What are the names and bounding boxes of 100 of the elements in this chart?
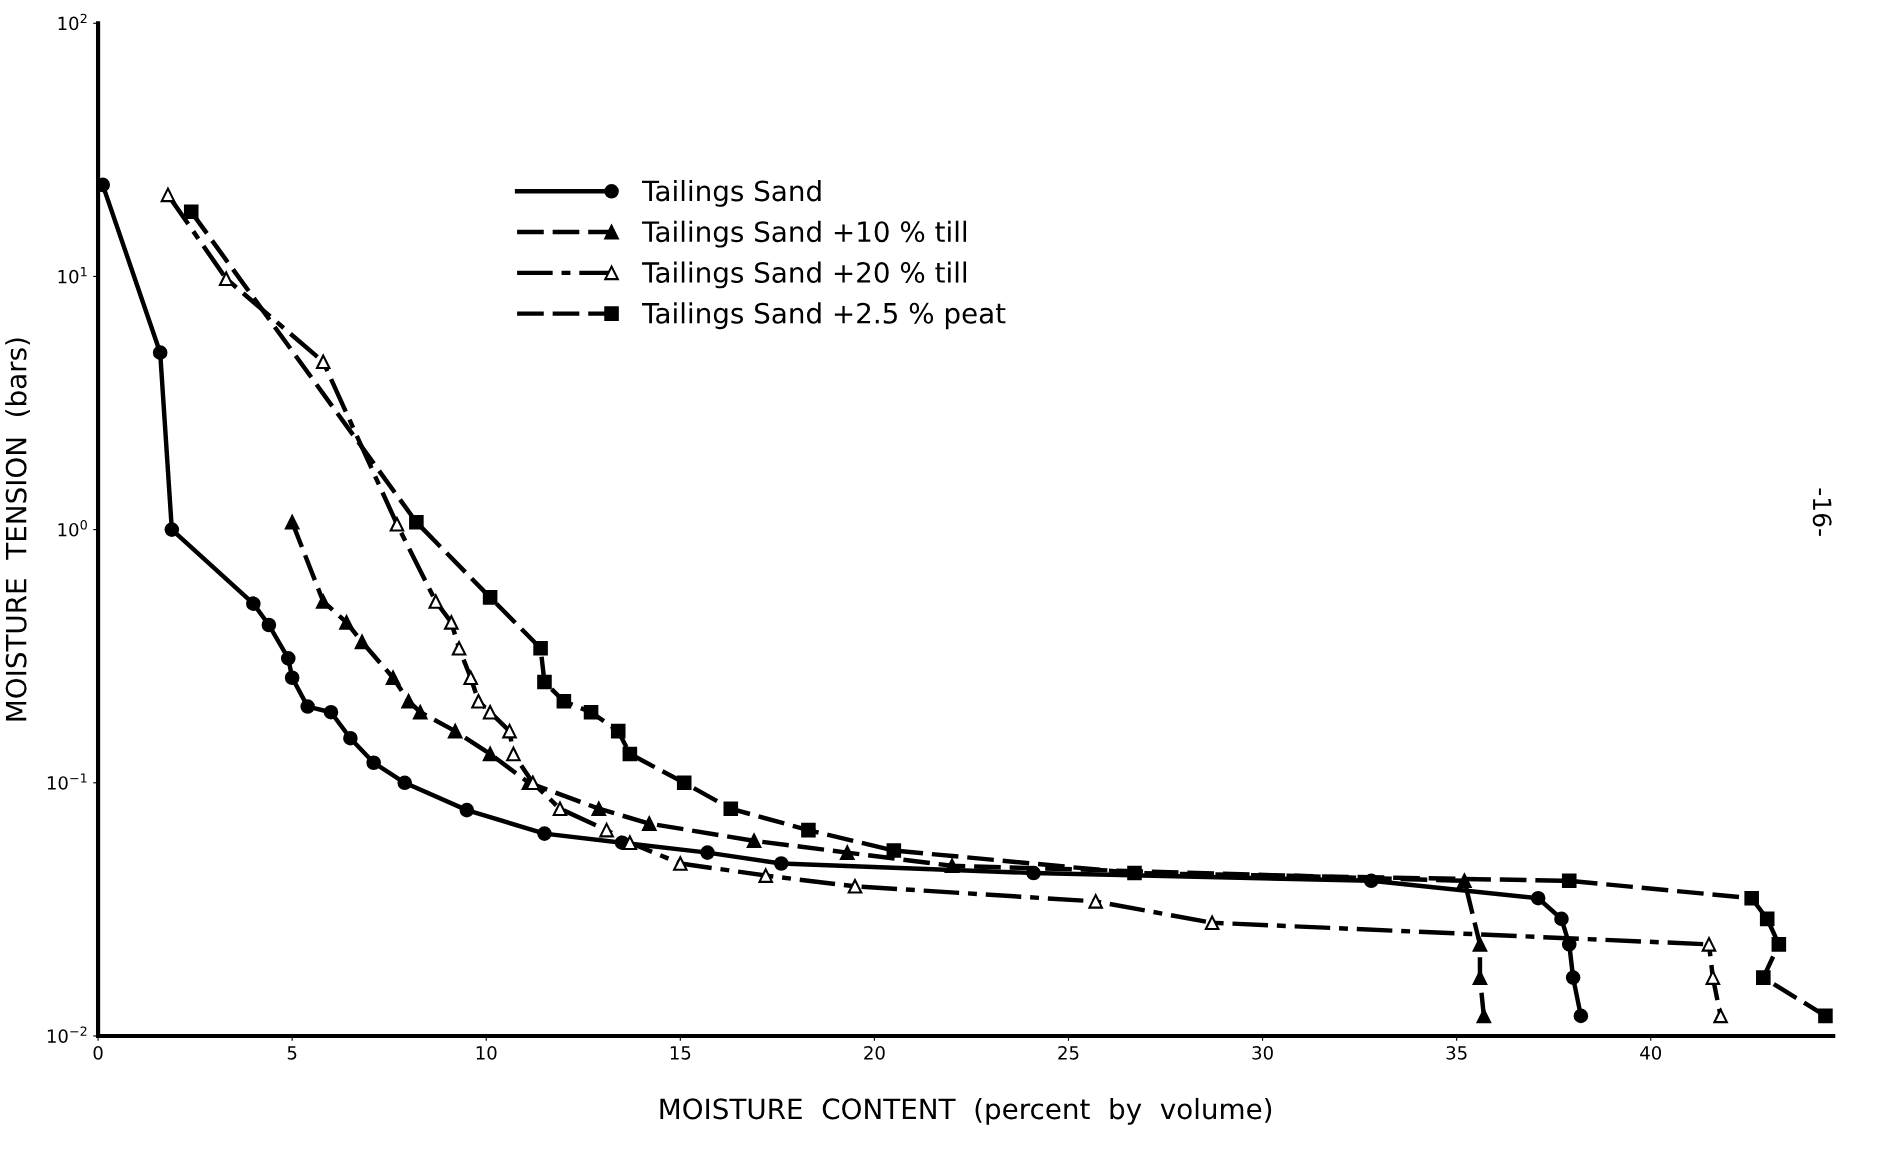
point [599,822,614,838]
point [218,271,234,286]
point [676,775,692,791]
point [409,514,424,530]
point [533,640,548,656]
point [315,594,331,609]
point [261,617,277,633]
point [152,345,168,360]
point [164,522,180,537]
point [246,596,261,611]
point [300,699,315,714]
point [1759,911,1775,927]
point [339,615,354,630]
point [622,746,638,762]
point [482,704,498,720]
point [280,651,296,666]
legend-label: Tailings Sand +10 % till [642,220,967,248]
point [556,693,572,709]
point [1561,873,1577,889]
point [506,746,521,762]
y-tick-label: 10$^{1}$ [58,267,87,284]
point [354,634,370,650]
point [1713,1008,1728,1024]
point [537,674,552,690]
point [1573,1008,1589,1024]
point [284,514,300,530]
legend-label: Tailings Sand +20 % till [642,261,967,289]
point [315,354,331,370]
legend-label: Tailings Sand [642,179,821,207]
x-tick-label: 20 [864,1046,885,1060]
point [847,879,863,894]
point [1457,873,1472,889]
point [583,704,599,720]
x-tick-label: 35 [1446,1046,1467,1060]
x-tick-label: 30 [1252,1046,1273,1060]
point [641,816,657,831]
point [1818,1008,1833,1024]
point [1530,890,1546,906]
y-tick-label: 10$^{−2}$ [47,1026,87,1043]
point [610,723,626,739]
point [1204,915,1220,931]
point [746,833,762,849]
point [673,856,688,871]
point [428,594,444,609]
point [447,723,463,739]
point [700,845,715,860]
point [1744,890,1759,906]
point [160,187,176,203]
y-tick-label: 10$^{2}$ [58,13,87,31]
x-tick-label: 10 [476,1046,497,1060]
y-tick-label: 10$^{0}$ [58,520,87,537]
point [471,693,486,709]
x-tick-label: 0 [93,1046,103,1060]
point [537,826,552,841]
point [1472,937,1488,952]
point [389,516,405,532]
point [944,858,960,874]
x-tick-label: 25 [1058,1046,1079,1060]
point [343,730,358,746]
point [502,723,517,739]
x-tick-label: 15 [670,1046,691,1060]
y-axis-title: MOISTURE TENSION (bars) [5,338,30,721]
point [1476,1008,1492,1024]
point [773,856,789,871]
point [591,801,607,816]
point [1756,970,1771,985]
point [758,868,774,883]
point [401,693,416,709]
point [463,670,479,686]
point [451,640,467,656]
point [839,845,855,860]
point [459,802,475,818]
point [482,590,498,605]
y-tick-label: 10$^{−1}$ [47,773,87,790]
point [1088,894,1103,909]
point [1554,911,1569,927]
point [1127,865,1142,881]
point [323,704,339,720]
point [444,615,459,630]
point [412,704,428,720]
point [1701,937,1717,952]
point [482,746,498,762]
x-axis-title: MOISTURE CONTENT (percent by volume) [660,1097,1272,1125]
point [1565,970,1581,985]
point [622,835,638,850]
x-tick-label: 40 [1640,1046,1662,1060]
point [801,822,816,838]
x-tick-label: 5 [287,1046,297,1060]
point [1705,970,1721,985]
point [723,801,739,816]
point [552,801,568,816]
point [366,755,381,771]
point [397,775,413,791]
point [886,843,902,858]
point [183,204,199,220]
annotation: -16- [1812,488,1832,536]
point [385,670,401,686]
legend-label: Tailings Sand +2.5 % peat [642,302,1006,330]
point [1771,937,1787,952]
point [284,670,300,686]
